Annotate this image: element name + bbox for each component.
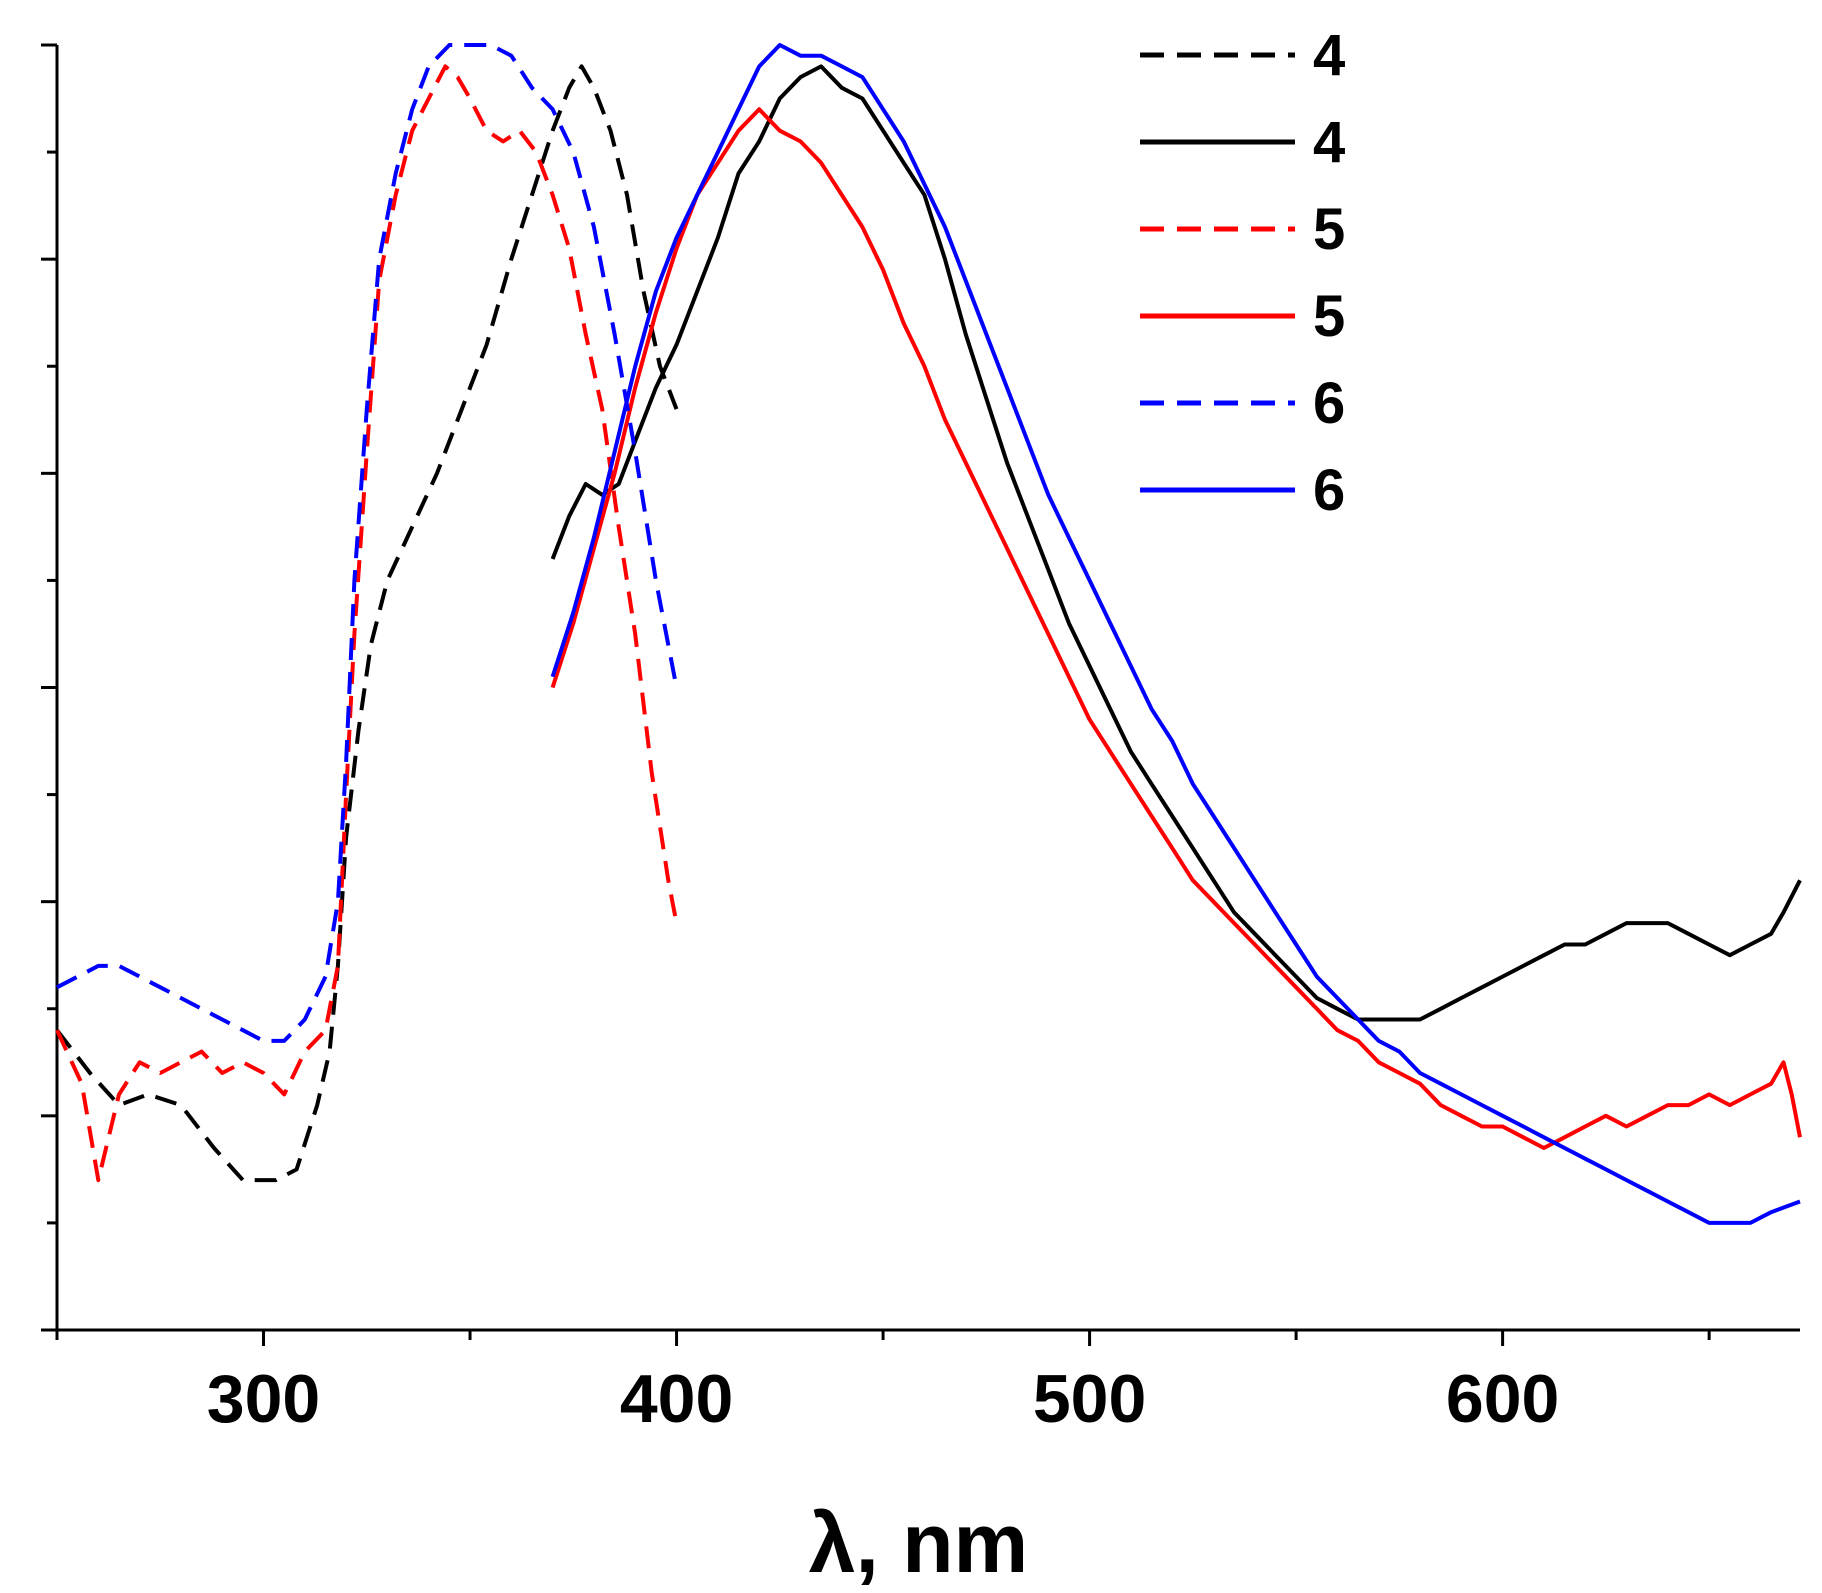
- legend-label: 6: [1313, 458, 1345, 523]
- x-tick-label: 300: [207, 1361, 320, 1437]
- x-tick-label: 400: [620, 1361, 733, 1437]
- x-axis-title: λ, nm: [809, 1496, 1028, 1590]
- series-line-6-solid: [550, 43, 1801, 1225]
- legend-label: 4: [1313, 110, 1345, 175]
- axes: [41, 43, 1800, 1346]
- legend-label: 5: [1313, 284, 1345, 349]
- series-line-5-solid: [550, 107, 1802, 1150]
- series-line-4-dashed: [55, 64, 679, 1183]
- x-tick-label: 600: [1446, 1361, 1559, 1437]
- series-line-5-dashed: [55, 64, 679, 1183]
- legend-label: 6: [1313, 371, 1345, 436]
- legend-label: 5: [1313, 197, 1345, 262]
- legend-label: 4: [1313, 23, 1345, 88]
- legend: 4 4 5 5 6 6: [1140, 23, 1345, 523]
- series-lines: [55, 43, 1802, 1225]
- x-tick-labels: 300 400 500 600: [207, 1361, 1560, 1437]
- series-line-4-solid: [550, 64, 1802, 1022]
- series-line-6-dashed: [56, 43, 679, 1043]
- x-tick-label: 500: [1033, 1361, 1146, 1437]
